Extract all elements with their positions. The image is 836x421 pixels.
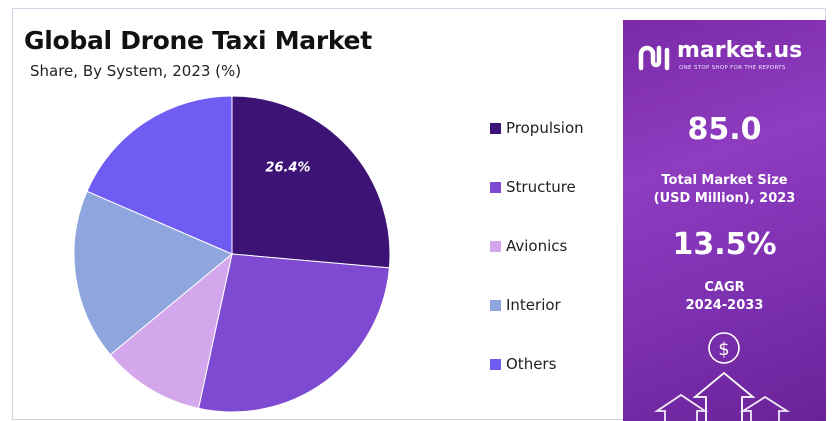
- up-arrow-icon: [654, 371, 791, 421]
- cagr-label-line1: CAGR: [704, 280, 745, 295]
- legend-swatch: [490, 123, 501, 134]
- chart-subtitle: Share, By System, 2023 (%): [30, 62, 242, 80]
- market-us-logo-icon: [638, 45, 670, 71]
- cagr-label-line2: 2024-2033: [685, 298, 764, 313]
- pie-slice-interior: [73, 190, 233, 356]
- legend-label: Propulsion: [506, 119, 584, 137]
- cagr-value: 13.5%: [672, 227, 777, 262]
- pie-slice-propulsion: [231, 95, 391, 269]
- svg-text:$: $: [718, 339, 729, 360]
- legend-label: Structure: [506, 178, 576, 196]
- growth-decoration: $: [654, 332, 791, 421]
- brand-tagline: ONE STOP SHOP FOR THE REPORTS: [679, 65, 786, 71]
- pie-slice-others: [86, 95, 233, 255]
- legend-swatch: [490, 359, 501, 370]
- legend-label: Avionics: [506, 237, 568, 255]
- market-size-value: 85.0: [687, 112, 762, 147]
- market-size-label-line2: (USD Million), 2023: [653, 191, 796, 206]
- legend-label: Others: [506, 355, 557, 373]
- brand-name: market.us: [677, 38, 803, 63]
- legend-swatch: [490, 241, 501, 252]
- pie-slice-structure: [197, 253, 390, 413]
- legend-label: Interior: [506, 296, 561, 314]
- legend-swatch: [490, 182, 501, 193]
- pie-slice-avionics: [109, 252, 233, 410]
- market-size-label-line1: Total Market Size: [661, 173, 788, 188]
- legend-swatch: [490, 300, 501, 311]
- stats-panel: market.us ONE STOP SHOP FOR THE REPORTS …: [623, 20, 826, 421]
- chart-title: Global Drone Taxi Market: [24, 26, 372, 55]
- data-label-propulsion: 26.4%: [265, 161, 310, 176]
- pie-chart: 26.4%: [73, 95, 391, 413]
- dollar-icon: [708, 332, 740, 364]
